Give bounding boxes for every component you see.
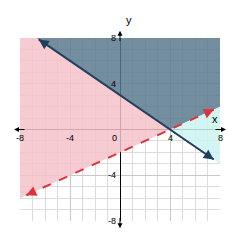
- svg-text:8: 8: [111, 33, 116, 43]
- svg-text:-4: -4: [108, 170, 116, 180]
- svg-text:4: 4: [111, 79, 116, 89]
- svg-text:8: 8: [218, 133, 223, 143]
- svg-text:x: x: [212, 113, 218, 125]
- svg-text:0: 0: [112, 133, 117, 143]
- svg-text:y: y: [126, 14, 132, 26]
- svg-text:-8: -8: [16, 133, 24, 143]
- svg-text:4: 4: [168, 133, 173, 143]
- svg-text:-4: -4: [66, 133, 74, 143]
- svg-text:-8: -8: [108, 216, 116, 226]
